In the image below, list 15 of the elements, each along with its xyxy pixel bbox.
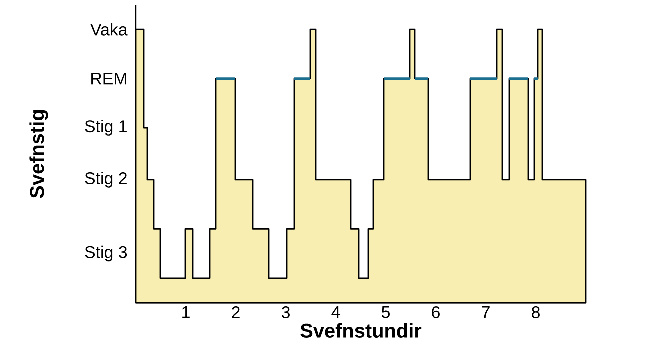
text: Stig 2: [85, 172, 127, 188]
text: REM: [92, 72, 126, 85]
text: Stig 3: [85, 246, 128, 262]
x-tick-label: 1: [182, 306, 190, 318]
y-axis-title: Svefnstig: [30, 110, 48, 198]
x-tick-label: 4: [332, 306, 340, 318]
text: Vaka: [90, 23, 128, 36]
x-tick-label: 3: [282, 306, 290, 319]
x-tick-label: 7: [482, 306, 490, 318]
x-axis-title: Svefnstundir: [300, 323, 422, 338]
text: Stig 1: [85, 120, 127, 136]
x-tick-label: 5: [382, 306, 390, 318]
x-tick-label: 6: [432, 306, 440, 319]
x-tick-label: 8: [532, 306, 540, 319]
x-tick-label: 2: [232, 306, 240, 318]
